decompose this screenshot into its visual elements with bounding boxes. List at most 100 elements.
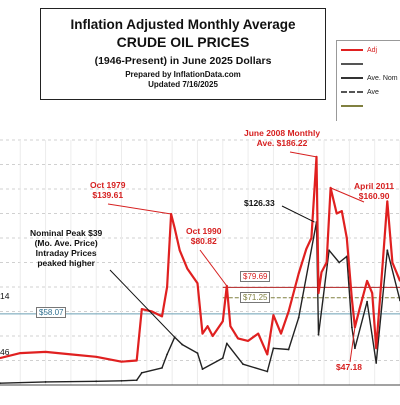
series-1-point-13 — [225, 342, 228, 345]
series-1-point-12 — [221, 357, 224, 359]
level-label-58: $58.07 — [36, 307, 67, 318]
series-0-point-35 — [325, 261, 328, 264]
series-1-point-2 — [95, 380, 98, 383]
series-0-point-2 — [44, 351, 47, 353]
annotation-june-2008: June 2008 Monthly Ave. $186.22 — [244, 128, 320, 148]
legend-label-0: Adj — [367, 47, 378, 54]
grid-lines — [0, 139, 400, 386]
series-1-point-20 — [317, 333, 320, 336]
chart-title-line-2: CRUDE OIL PRICES — [116, 34, 250, 50]
annotation-nominal-peak-line-3: Intraday Prices — [35, 248, 97, 258]
series-0-point-25 — [266, 353, 269, 356]
series-0-point-10 — [166, 286, 168, 288]
series-1-point-25 — [354, 347, 356, 350]
legend-swatch-2 — [341, 77, 363, 80]
annotation-april-2011: April 2011 $160.90 — [354, 181, 394, 201]
series-0-point-15 — [196, 282, 199, 285]
level-label-79: $79.69 — [240, 271, 271, 282]
series-0-point-0 — [0, 357, 1, 359]
series-0-point-9 — [161, 315, 163, 318]
series-0-point-42 — [358, 308, 361, 310]
annotation-oct-1979-label: Oct 1979 — [90, 180, 126, 190]
series-0-point-27 — [280, 332, 282, 335]
series-0-point-6 — [135, 359, 138, 362]
series-0-point-22 — [237, 337, 239, 340]
legend-swatch-4 — [341, 105, 363, 108]
series-0-point-21 — [229, 325, 232, 328]
series-0-point-7 — [140, 308, 143, 310]
annotation-oct-1979: Oct 1979 $139.61 — [90, 180, 125, 200]
series-1-point-5 — [140, 371, 143, 374]
annotation-oct-1979-value: $139.61 — [92, 190, 124, 200]
left-edge-label-14: 14 — [0, 291, 10, 301]
series-lines — [0, 155, 400, 385]
series-1-point-22 — [338, 261, 341, 264]
chart-legend: Adj Ave. Nom Ave — [336, 40, 400, 121]
series-0-point-31 — [310, 237, 313, 239]
series-line-0 — [0, 155, 400, 363]
annotation-april-2011-label: April 2011 — [354, 181, 395, 191]
series-1-point-16 — [272, 347, 275, 350]
series-0-point-3 — [69, 353, 72, 356]
pointer-nominal-peak — [109, 269, 176, 338]
annotation-oct-1990-value: $80.82 — [190, 236, 217, 246]
series-1-point-15 — [266, 370, 269, 373]
series-1-point-3 — [120, 379, 123, 382]
annotation-oct-1990-label: Oct 1990 — [186, 226, 222, 236]
series-1-point-11 — [201, 368, 204, 370]
annotation-june-2008-value: Ave. $186.22 — [256, 138, 308, 148]
series-0-point-38 — [340, 210, 343, 212]
series-0-point-1 — [19, 352, 22, 355]
pointer-oct-1979 — [107, 203, 172, 215]
pointer-april-2011 — [330, 187, 365, 203]
series-0-point-16 — [201, 332, 204, 335]
series-0-point-12 — [173, 227, 176, 230]
series-0-point-37 — [335, 212, 338, 215]
chart-title-box: Inflation Adjusted Monthly Average CRUDE… — [40, 8, 326, 100]
series-0-point-28 — [287, 310, 290, 313]
series-1-point-0 — [0, 382, 1, 385]
series-0-point-45 — [375, 347, 378, 350]
series-0-point-18 — [211, 335, 214, 337]
legend-swatch-3 — [341, 91, 363, 94]
series-1-point-14 — [242, 363, 244, 366]
level-label-71: $71.25 — [240, 292, 271, 303]
series-1-point-26 — [366, 300, 368, 303]
series-1-point-7 — [166, 353, 168, 356]
series-1-point-17 — [287, 348, 290, 351]
legend-item-3: Ave — [341, 89, 379, 99]
annotation-low-2016: $47.18 — [336, 362, 362, 372]
annotation-nominal-peak: Nominal Peak $39 (Mo. Ave. Price) Intrad… — [30, 228, 102, 268]
series-1-point-6 — [161, 366, 163, 369]
annotation-oct-1990: Oct 1990 $80.82 — [186, 226, 221, 246]
series-0-point-39 — [345, 237, 348, 239]
chart-subtitle: (1946-Present) in June 2025 Dollars — [94, 55, 272, 67]
legend-swatch-0 — [341, 49, 363, 52]
pointer-nominal-2008 — [281, 205, 315, 223]
legend-label-3: Ave — [367, 89, 379, 96]
legend-swatch-1 — [341, 63, 363, 66]
legend-item-2: Ave. Nom — [341, 75, 398, 85]
series-line-1 — [0, 221, 400, 384]
series-0-point-19 — [221, 320, 224, 323]
series-0-point-24 — [257, 332, 260, 335]
annotation-june-2008-label: June 2008 Monthly — [244, 128, 321, 138]
annotation-nominal-peak-line-4: peaked higher — [37, 258, 95, 268]
annotation-nominal-2008: $126.33 — [244, 198, 275, 208]
series-0-point-29 — [297, 272, 300, 275]
series-0-point-47 — [386, 200, 389, 203]
left-edge-label-46: 46 — [0, 347, 10, 357]
series-1-point-28 — [386, 249, 389, 252]
series-0-point-23 — [247, 340, 250, 342]
series-1-point-1 — [44, 381, 47, 383]
series-1-point-18 — [297, 316, 300, 319]
series-0-point-13 — [178, 249, 181, 252]
series-0-point-46 — [381, 267, 384, 270]
series-1-point-9 — [181, 343, 184, 346]
series-0-point-8 — [150, 310, 153, 313]
chart-credit: Prepared by InflationData.com — [125, 70, 241, 79]
series-1-point-24 — [350, 326, 353, 329]
chart-title-line-1: Inflation Adjusted Monthly Average — [70, 17, 296, 32]
